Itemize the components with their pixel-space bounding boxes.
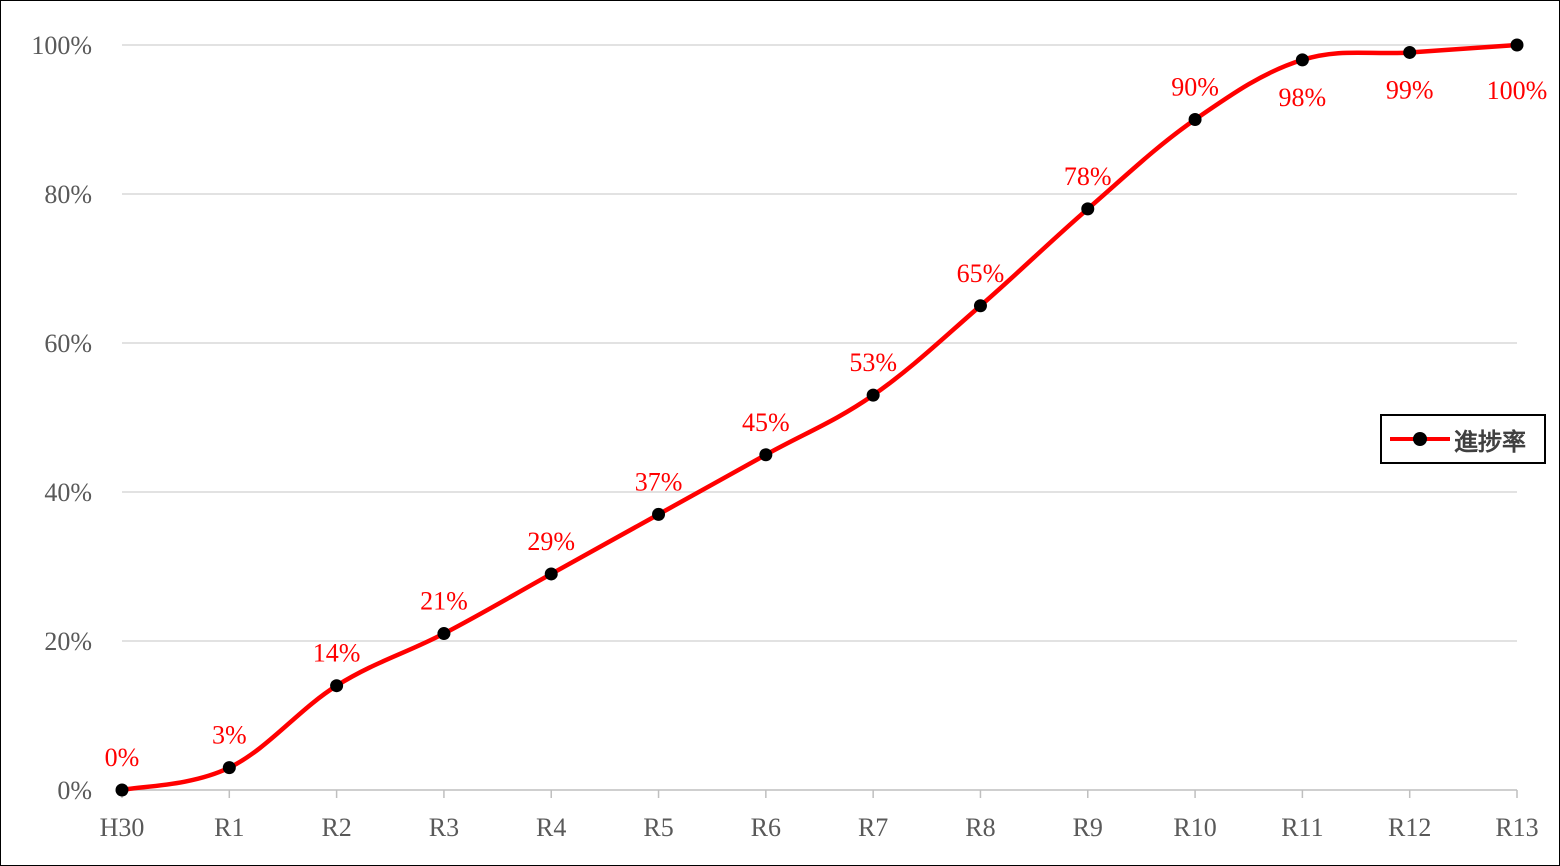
x-tick-label: R6 — [751, 813, 781, 842]
data-label: 53% — [849, 348, 897, 377]
data-label: 29% — [527, 527, 575, 556]
x-tick-label: R5 — [643, 813, 673, 842]
data-label: 100% — [1487, 76, 1548, 105]
x-tick-label: R2 — [321, 813, 351, 842]
x-tick-label: R1 — [214, 813, 244, 842]
data-point — [1081, 202, 1095, 216]
data-label: 3% — [212, 721, 247, 750]
data-point — [330, 679, 344, 693]
data-point — [1295, 53, 1309, 67]
data-point — [866, 388, 880, 402]
data-point — [652, 507, 666, 521]
x-tick-label: R8 — [965, 813, 995, 842]
x-tick-label: R4 — [536, 813, 566, 842]
x-tick-label: R10 — [1173, 813, 1216, 842]
legend-line-marker-icon — [1390, 429, 1450, 449]
data-point — [1188, 113, 1202, 126]
data-label: 21% — [420, 587, 468, 616]
y-tick-label: 0% — [57, 776, 92, 805]
data-label: 99% — [1386, 75, 1434, 104]
series-lines — [119, 42, 1520, 793]
x-tick-label: R9 — [1073, 813, 1103, 842]
y-tick-label: 80% — [44, 180, 92, 209]
data-point — [544, 567, 558, 581]
data-label: 0% — [105, 743, 140, 772]
data-label: 65% — [957, 259, 1005, 288]
data-label: 45% — [742, 408, 790, 437]
legend-dot-swatch — [1413, 432, 1427, 446]
y-tick-label: 20% — [44, 627, 92, 656]
gridlines — [122, 44, 1517, 642]
x-tick-label: H30 — [100, 813, 145, 842]
data-point — [759, 448, 773, 462]
x-tick-label: R11 — [1281, 813, 1323, 842]
data-points — [115, 38, 1524, 797]
data-point — [1403, 45, 1417, 59]
data-label: 90% — [1171, 73, 1219, 102]
series-line — [119, 42, 1520, 793]
y-tick-labels: 0% 20% 40% 60% 80% 100% — [31, 31, 92, 805]
x-tick-label: R13 — [1495, 813, 1538, 842]
y-tick-label: 100% — [31, 31, 92, 60]
x-tick-labels: H30 R1 R2 R3 R4 R5 R6 R7 R8 R9 R10 R11 R12 R13 — [100, 813, 1539, 842]
x-tick-label: R3 — [429, 813, 459, 842]
data-label: 78% — [1064, 162, 1112, 191]
x-tick-label: R12 — [1388, 813, 1431, 842]
y-tick-label: 40% — [44, 478, 92, 507]
data-label: 14% — [313, 639, 361, 668]
legend: 進捗率 — [1380, 414, 1546, 464]
data-point — [1510, 38, 1524, 52]
legend-label: 進捗率 — [1454, 427, 1526, 456]
data-label: 37% — [635, 467, 683, 496]
y-tick-label: 60% — [44, 329, 92, 358]
data-label: 98% — [1279, 83, 1327, 112]
data-point — [973, 299, 987, 313]
x-tick-label: R7 — [858, 813, 888, 842]
data-point — [222, 761, 236, 775]
data-point — [115, 783, 129, 797]
axes — [121, 789, 1518, 798]
data-labels: 0% 3% 14% 21% 29% 37% 45% 53% 65% 78% 90% 98% 99% 100… — [105, 73, 1548, 773]
data-point — [437, 627, 451, 641]
